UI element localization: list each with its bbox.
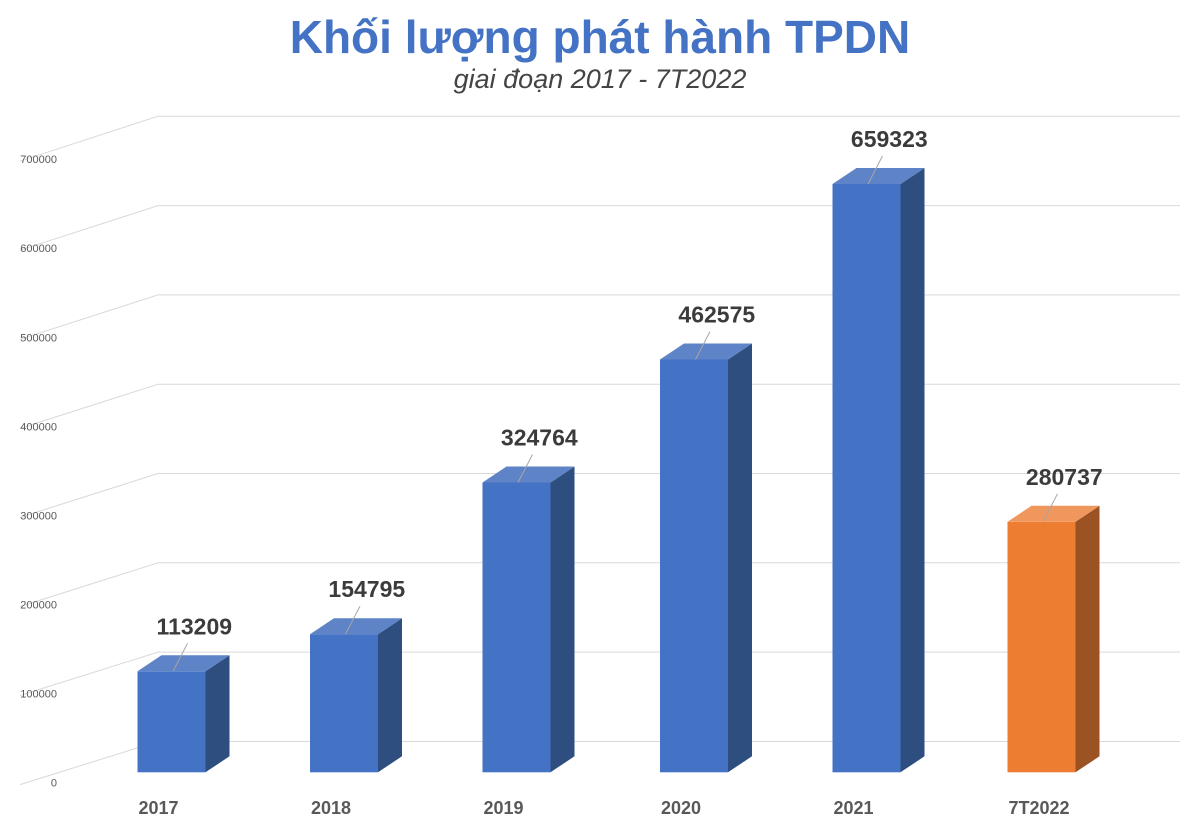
svg-text:100000: 100000 <box>20 689 57 701</box>
svg-text:700000: 700000 <box>20 154 57 166</box>
svg-text:7T2022: 7T2022 <box>1009 798 1070 818</box>
svg-text:462575: 462575 <box>678 302 755 328</box>
svg-text:400000: 400000 <box>20 421 57 433</box>
svg-text:280737: 280737 <box>1026 464 1103 490</box>
svg-text:324764: 324764 <box>501 425 578 451</box>
svg-text:2018: 2018 <box>311 798 351 818</box>
svg-text:300000: 300000 <box>20 510 57 522</box>
svg-text:2020: 2020 <box>661 798 701 818</box>
svg-text:200000: 200000 <box>20 600 57 612</box>
svg-text:113209: 113209 <box>157 613 232 639</box>
svg-text:600000: 600000 <box>20 243 57 255</box>
svg-text:500000: 500000 <box>20 332 57 344</box>
svg-text:154795: 154795 <box>328 576 405 602</box>
svg-text:2017: 2017 <box>139 798 179 818</box>
svg-text:0: 0 <box>51 778 57 790</box>
svg-text:2019: 2019 <box>484 798 524 818</box>
svg-text:659323: 659323 <box>851 126 928 152</box>
svg-text:2021: 2021 <box>834 798 874 818</box>
